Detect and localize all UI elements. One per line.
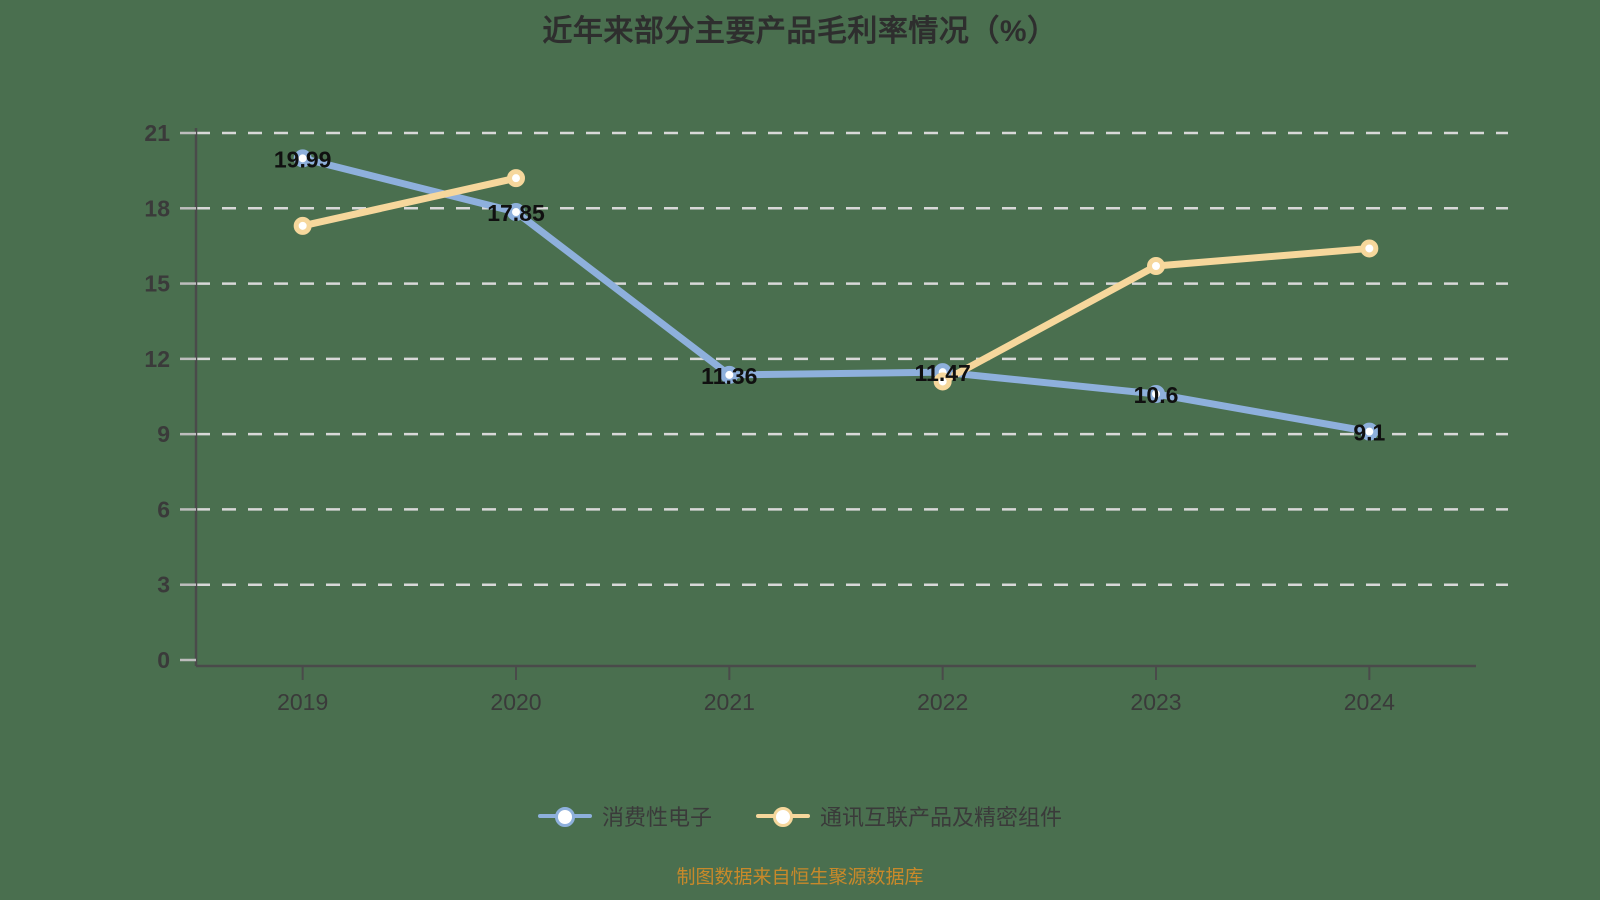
svg-text:12: 12 xyxy=(144,346,170,372)
svg-text:2022: 2022 xyxy=(917,689,968,715)
svg-text:9.1: 9.1 xyxy=(1353,420,1385,446)
legend-label: 消费性电子 xyxy=(601,805,712,830)
svg-text:15: 15 xyxy=(144,271,170,297)
svg-text:2021: 2021 xyxy=(704,689,755,715)
chart-title: 近年来部分主要产品毛利率情况（%） xyxy=(542,15,1058,48)
svg-text:21: 21 xyxy=(144,120,170,146)
svg-text:6: 6 xyxy=(157,496,170,522)
legend-marker-icon xyxy=(756,805,810,827)
svg-text:2020: 2020 xyxy=(490,689,541,715)
svg-text:11.47: 11.47 xyxy=(915,360,971,386)
svg-text:2023: 2023 xyxy=(1130,689,1181,715)
legend-marker-icon xyxy=(537,805,592,827)
svg-text:2019: 2019 xyxy=(277,689,328,715)
svg-text:10.6: 10.6 xyxy=(1134,382,1179,408)
series-points xyxy=(293,149,1379,441)
plot-area: 0 3 6 9 12 15 18 21 2019 2020 2021 2022 2023 2024 19… xyxy=(144,120,1508,715)
svg-text:11.36: 11.36 xyxy=(701,363,757,389)
svg-text:3: 3 xyxy=(157,572,170,598)
gridlines xyxy=(196,131,1508,586)
y-axis-ticks: 0 3 6 9 12 15 18 21 xyxy=(144,120,196,673)
x-axis-ticks: 2019 2020 2021 2022 2023 2024 xyxy=(277,666,1395,715)
point-value-labels: 19.99 17.85 11.36 11.47 10.6 9.1 xyxy=(274,146,1386,445)
legend-label: 通讯互联产品及精密组件 xyxy=(820,805,1063,830)
svg-text:9: 9 xyxy=(157,421,170,447)
legend-item-1[interactable]: 通讯互联产品及精密组件 xyxy=(756,800,1062,832)
svg-text:17.85: 17.85 xyxy=(487,200,545,226)
svg-text:0: 0 xyxy=(157,647,170,673)
svg-text:18: 18 xyxy=(144,195,170,221)
svg-text:19.99: 19.99 xyxy=(274,146,332,172)
svg-text:2024: 2024 xyxy=(1344,689,1395,715)
chart-legend: 消费性电子 通讯互联产品及精密组件 xyxy=(0,800,1600,832)
legend-item-0[interactable]: 消费性电子 xyxy=(537,800,712,832)
series-lines xyxy=(299,154,1373,436)
axis-lines xyxy=(194,128,1476,668)
footer-source-note: 制图数据来自恒生聚源数据库 xyxy=(676,867,924,888)
